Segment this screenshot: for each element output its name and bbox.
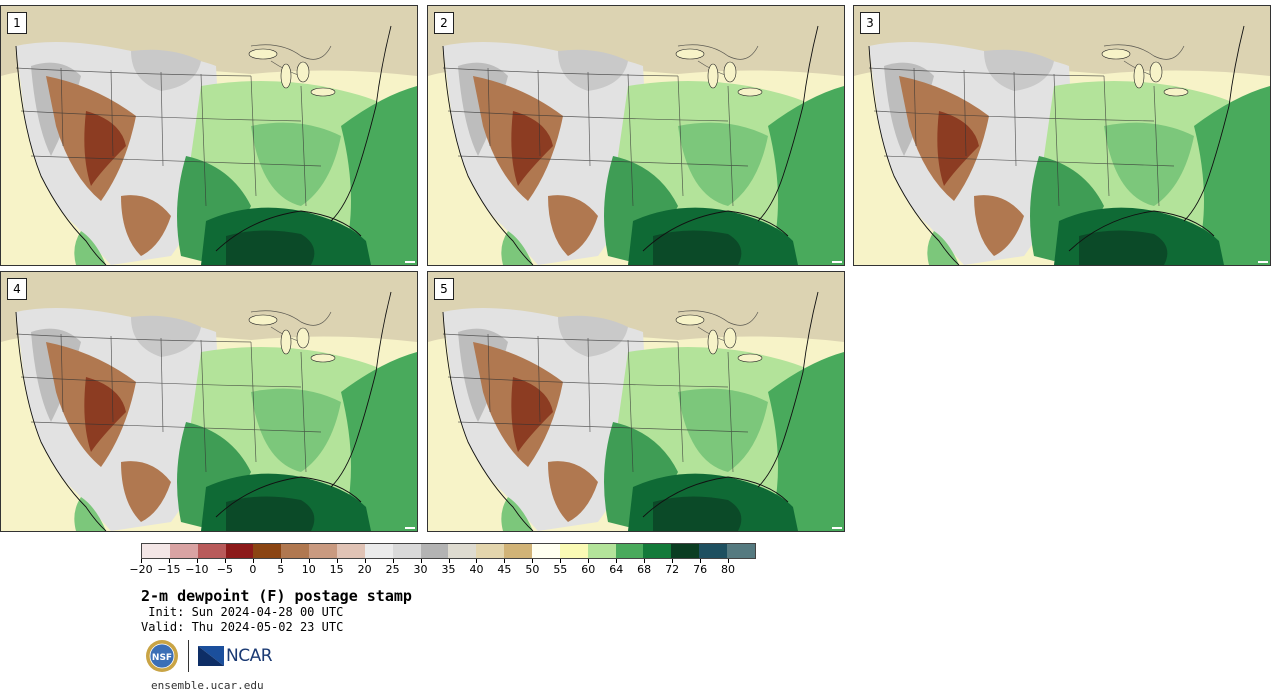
dewpoint-map xyxy=(428,272,844,531)
tick-label: 10 xyxy=(301,563,316,576)
tick-label: 80 xyxy=(721,563,736,576)
tick-mark xyxy=(532,559,534,563)
tick-mark xyxy=(504,559,506,563)
tick-label: 45 xyxy=(497,563,512,576)
colorbar-swatch xyxy=(309,544,338,558)
tick-label: 50 xyxy=(525,563,540,576)
tick-mark xyxy=(364,559,366,563)
ncar-mark-icon xyxy=(198,646,224,666)
tick-mark xyxy=(392,559,394,563)
colorbar-swatch xyxy=(281,544,310,558)
tick-label: 5 xyxy=(277,563,285,576)
init-time: Init: Sun 2024-04-28 00 UTC xyxy=(141,605,344,619)
tick-mark xyxy=(308,559,310,563)
tick-label: −5 xyxy=(216,563,233,576)
colorbar-swatch xyxy=(225,544,254,558)
colorbar-swatch xyxy=(476,544,505,558)
colorbar-swatch xyxy=(587,544,616,558)
tick-label: −20 xyxy=(129,563,153,576)
tick-label: 72 xyxy=(665,563,680,576)
colorbar-swatch xyxy=(671,544,700,558)
tick-label: 64 xyxy=(609,563,624,576)
tick-mark xyxy=(700,559,702,563)
nsf-logo-text: NSF xyxy=(152,653,172,663)
tick-mark xyxy=(476,559,478,563)
map-panel-2: 2 xyxy=(427,5,845,266)
tick-mark xyxy=(168,559,170,563)
colorbar-ticks: −20 −15 −10 −5 0 5 10 15 20 25 30 35 40 45 50 55 60 64 68 7… xyxy=(129,559,756,576)
dewpoint-map xyxy=(1,272,417,531)
tick-label: −10 xyxy=(185,563,209,576)
tick-label: 35 xyxy=(441,563,456,576)
footer-url: ensemble.ucar.edu xyxy=(151,679,264,692)
tick-label: 76 xyxy=(693,563,708,576)
colorbar-swatch xyxy=(420,544,449,558)
tick-label: 20 xyxy=(357,563,372,576)
tick-mark xyxy=(644,559,646,563)
ncar-logo-text: NCAR xyxy=(226,646,273,666)
tick-mark xyxy=(196,559,198,563)
tick-mark xyxy=(224,559,226,563)
tick-label: 25 xyxy=(385,563,400,576)
tick-mark xyxy=(728,559,730,563)
tick-label: −15 xyxy=(157,563,181,576)
panel-label: 5 xyxy=(434,278,454,300)
tick-mark xyxy=(420,559,422,563)
logos: NSF NCAR xyxy=(145,638,273,674)
dewpoint-map xyxy=(854,6,1270,265)
map-panel-1: 1 xyxy=(0,5,418,266)
tick-label: 0 xyxy=(249,563,257,576)
panel-label: 1 xyxy=(7,12,27,34)
colorbar-swatch xyxy=(559,544,588,558)
dewpoint-map xyxy=(1,6,417,265)
tick-mark xyxy=(560,559,562,563)
tick-label: 30 xyxy=(413,563,428,576)
tick-mark xyxy=(672,559,674,563)
tick-mark xyxy=(588,559,590,563)
map-panel-4: 4 xyxy=(0,271,418,532)
panel-label: 3 xyxy=(860,12,880,34)
colorbar-swatch xyxy=(615,544,644,558)
panel-label: 2 xyxy=(434,12,454,34)
colorbar xyxy=(141,543,756,559)
panel-label: 4 xyxy=(7,278,27,300)
tick-label: 60 xyxy=(581,563,596,576)
logo-divider xyxy=(188,640,189,672)
nsf-logo: NSF xyxy=(146,640,178,672)
colorbar-swatch xyxy=(253,544,282,558)
colorbar-swatch xyxy=(364,544,393,558)
tick-label: 68 xyxy=(637,563,652,576)
tick-mark xyxy=(336,559,338,563)
tick-mark xyxy=(280,559,282,563)
map-panel-3: 3 xyxy=(853,5,1271,266)
tick-label: 55 xyxy=(553,563,568,576)
colorbar-swatch xyxy=(169,544,198,558)
map-panel-5: 5 xyxy=(427,271,845,532)
tick-label: 15 xyxy=(329,563,344,576)
tick-mark xyxy=(141,559,142,563)
tick-mark xyxy=(616,559,618,563)
tick-mark xyxy=(252,559,254,563)
colorbar-swatch xyxy=(197,544,226,558)
colorbar-swatch xyxy=(643,544,672,558)
ncar-logo: NCAR xyxy=(198,646,273,666)
colorbar-swatch xyxy=(448,544,477,558)
colorbar-swatch xyxy=(532,544,560,558)
tick-label: 40 xyxy=(469,563,484,576)
valid-time: Valid: Thu 2024-05-02 23 UTC xyxy=(141,620,344,634)
page-title: 2-m dewpoint (F) postage stamp xyxy=(141,587,412,605)
colorbar-swatch xyxy=(337,544,365,558)
colorbar-swatch xyxy=(142,544,170,558)
colorbar-swatch xyxy=(699,544,728,558)
colorbar-swatch xyxy=(727,544,755,558)
dewpoint-map xyxy=(428,6,844,265)
colorbar-swatch xyxy=(504,544,533,558)
tick-mark xyxy=(448,559,450,563)
colorbar-swatch xyxy=(392,544,421,558)
